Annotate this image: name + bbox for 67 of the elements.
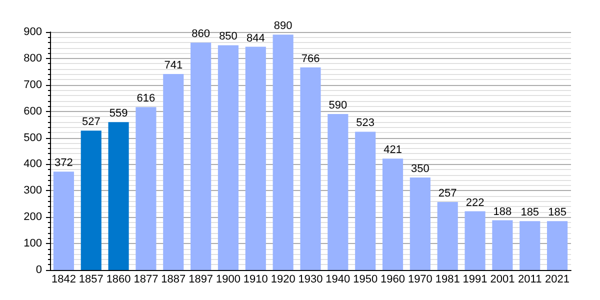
bar — [547, 221, 568, 270]
data-label: 766 — [301, 52, 320, 65]
bar — [437, 202, 458, 270]
y-tick-label: 200 — [24, 211, 42, 224]
x-tick-label: 1897 — [188, 274, 214, 286]
data-label: 890 — [274, 20, 292, 32]
x-tick-label: 1991 — [462, 274, 488, 286]
data-label: 844 — [246, 32, 265, 44]
y-tick-label: 0 — [36, 264, 42, 276]
x-tick-label: 1981 — [435, 274, 460, 286]
x-tick-label: 1960 — [380, 274, 406, 286]
y-tick-label: 500 — [24, 132, 42, 144]
bar — [328, 114, 348, 270]
y-tick-label: 400 — [24, 158, 42, 170]
bar — [108, 122, 129, 270]
x-tick-label: 2021 — [545, 274, 570, 286]
y-tick-label: 300 — [24, 184, 42, 197]
x-tick-label: 1910 — [243, 274, 268, 286]
data-label: 350 — [411, 162, 430, 175]
bar — [245, 46, 266, 270]
bar — [218, 45, 239, 270]
y-tick-label: 900 — [24, 26, 42, 38]
x-tick-label: 1940 — [326, 274, 350, 286]
data-label: 850 — [219, 30, 238, 43]
bar — [300, 67, 321, 270]
data-label: 860 — [192, 28, 210, 40]
bar — [492, 220, 513, 270]
x-tick-label: 1860 — [106, 274, 131, 286]
bar — [163, 74, 184, 270]
bar — [382, 158, 404, 270]
data-label: 188 — [493, 206, 512, 218]
x-tick-label: 1920 — [270, 274, 296, 286]
bar — [520, 221, 540, 270]
x-tick-label: 1887 — [161, 274, 186, 286]
data-label: 222 — [466, 196, 484, 209]
x-tick-label: 1950 — [353, 274, 378, 286]
data-label: 527 — [82, 116, 100, 128]
data-label: 741 — [164, 60, 183, 72]
bar — [80, 130, 102, 270]
y-tick-label: 600 — [24, 105, 42, 118]
x-tick-label: 1970 — [408, 274, 432, 286]
bar — [53, 172, 74, 270]
x-tick-label: 2011 — [518, 274, 542, 286]
x-tick-label: 1930 — [298, 274, 323, 286]
data-label: 185 — [548, 206, 566, 219]
bar — [464, 211, 486, 270]
bar — [190, 42, 212, 270]
x-tick-label: 1857 — [78, 274, 104, 286]
x-tick-label: 1877 — [134, 274, 158, 286]
data-label: 372 — [54, 157, 73, 170]
bar — [272, 34, 294, 270]
bar — [410, 177, 430, 270]
data-label: 523 — [356, 117, 375, 130]
data-label: 257 — [438, 188, 457, 200]
bar — [136, 107, 156, 270]
data-label: 421 — [384, 144, 402, 156]
x-tick-label: 1842 — [51, 274, 76, 286]
y-tick-label: 700 — [24, 78, 42, 91]
data-label: 590 — [328, 99, 348, 112]
x-tick-label: 1900 — [216, 274, 240, 286]
y-tick-label: 800 — [24, 52, 42, 64]
bar — [355, 132, 376, 270]
data-label: 616 — [136, 92, 156, 105]
x-tick-label: 2001 — [490, 274, 515, 286]
data-label: 559 — [109, 108, 128, 120]
data-label: 185 — [520, 206, 540, 219]
y-tick-label: 100 — [24, 238, 42, 250]
